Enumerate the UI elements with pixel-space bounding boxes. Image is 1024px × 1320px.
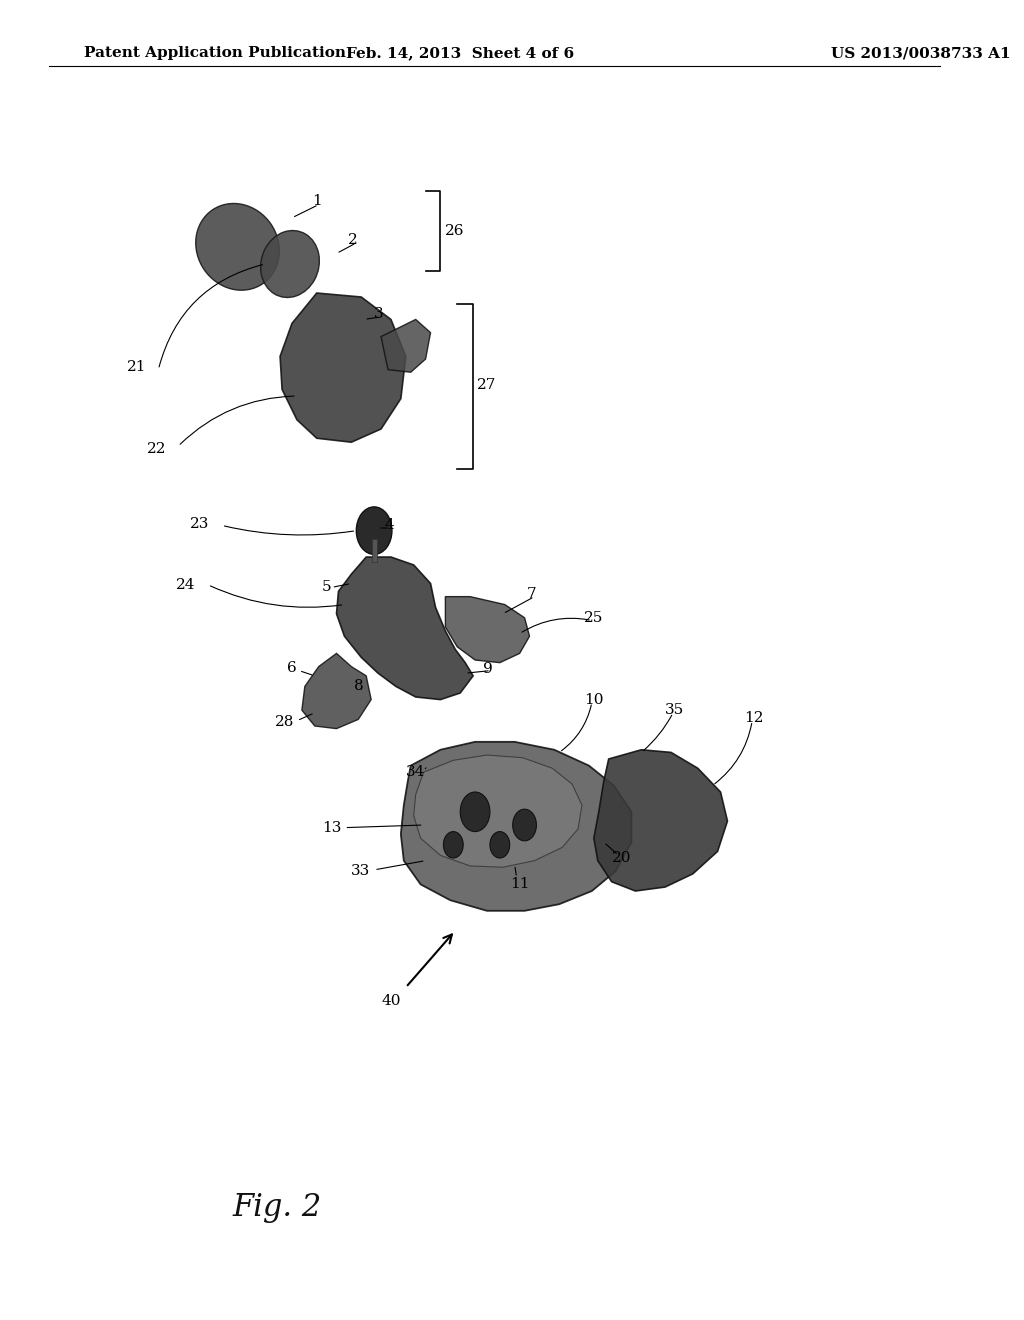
Text: 10: 10 [584,693,603,706]
Text: 27: 27 [477,379,497,392]
Text: 21: 21 [127,360,146,374]
Text: US 2013/0038733 A1: US 2013/0038733 A1 [830,46,1011,61]
Text: 40: 40 [381,994,400,1007]
Text: 7: 7 [526,587,537,601]
Circle shape [513,809,537,841]
Circle shape [356,507,392,554]
Circle shape [460,792,489,832]
Text: 25: 25 [584,611,603,624]
Text: 22: 22 [146,442,166,455]
Text: 1: 1 [311,194,322,207]
Polygon shape [594,750,727,891]
Text: 5: 5 [322,581,332,594]
Text: 33: 33 [351,865,371,878]
Text: 9: 9 [483,663,493,676]
Circle shape [489,832,510,858]
Text: 28: 28 [275,715,295,729]
Text: 12: 12 [744,711,764,725]
Circle shape [443,832,463,858]
Polygon shape [337,557,473,700]
Text: 26: 26 [445,224,465,238]
Text: Patent Application Publication: Patent Application Publication [84,46,346,61]
Polygon shape [281,293,406,442]
Text: Feb. 14, 2013  Sheet 4 of 6: Feb. 14, 2013 Sheet 4 of 6 [346,46,574,61]
Text: Fig. 2: Fig. 2 [232,1192,322,1224]
Polygon shape [445,597,529,663]
Polygon shape [381,319,430,372]
Text: 4: 4 [384,519,394,532]
Text: 13: 13 [322,821,341,834]
Ellipse shape [196,203,280,290]
Ellipse shape [260,231,319,297]
Polygon shape [302,653,371,729]
Text: 35: 35 [666,704,684,717]
Text: 20: 20 [611,851,631,865]
Bar [372,539,377,562]
Text: 23: 23 [190,517,209,531]
Text: 6: 6 [287,661,297,675]
Text: 11: 11 [510,878,529,891]
Polygon shape [400,742,632,911]
Text: 24: 24 [176,578,196,591]
Text: 3: 3 [374,308,384,321]
Text: 2: 2 [348,234,358,247]
Text: 34: 34 [406,766,425,779]
Text: 8: 8 [354,680,364,693]
Polygon shape [414,755,582,867]
